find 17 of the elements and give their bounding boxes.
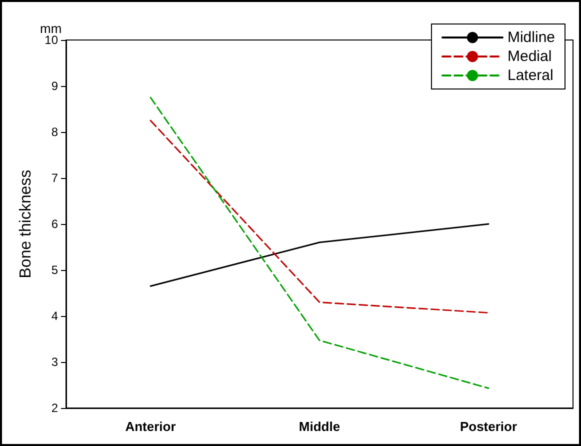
y-axis-title: Bone thickness — [17, 170, 34, 278]
x-tick-label: Anterior — [125, 419, 176, 434]
y-tick-label: 3 — [51, 355, 58, 369]
y-tick-label: 8 — [51, 125, 58, 139]
legend-label: Lateral — [507, 67, 554, 84]
y-tick-label: 10 — [44, 33, 58, 47]
text: mm — [40, 21, 62, 36]
y-tick-label: 2 — [51, 401, 58, 415]
legend-label: Midline — [507, 29, 556, 46]
x-tick-label: Posterior — [460, 419, 518, 434]
x-tick-label: Middle — [298, 419, 340, 434]
y-tick-label: 6 — [51, 217, 58, 231]
y-tick-label: 4 — [51, 309, 58, 323]
y-tick-label: 7 — [51, 171, 58, 185]
legend-label: Medial — [507, 48, 552, 65]
y-tick-label: 9 — [51, 79, 58, 93]
y-tick-label: 5 — [51, 263, 58, 277]
